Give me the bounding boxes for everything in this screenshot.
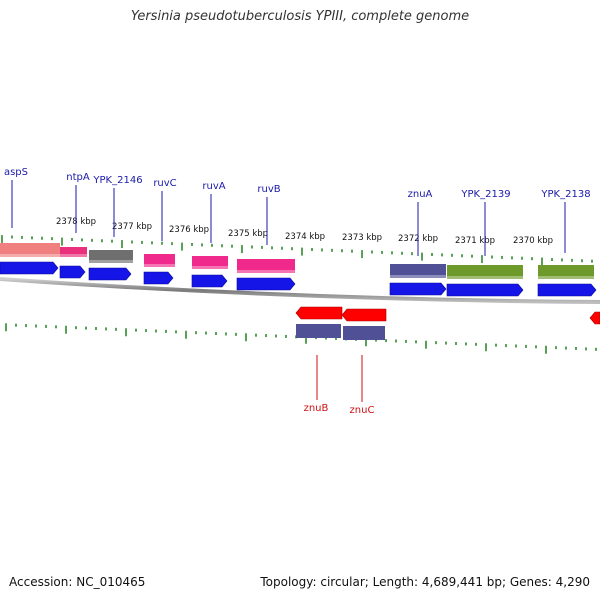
- cds-arrow-reverse: [341, 308, 387, 322]
- gene-label-ntpa: ntpA: [66, 172, 90, 183]
- cds-arrow: [236, 277, 296, 291]
- gene-block: [192, 256, 228, 269]
- gene-block: [538, 265, 594, 279]
- gene-label-znub: znuB: [304, 403, 329, 414]
- gene-label-asps: aspS: [4, 167, 28, 178]
- gene-block-shade: [0, 254, 60, 257]
- gene-label-ypk-2139: YPK_2139: [460, 189, 510, 200]
- cds-arrow: [537, 283, 597, 297]
- cds-arrow: [191, 274, 228, 288]
- scale-label: 2374 kbp: [285, 232, 325, 242]
- scale-label: 2370 kbp: [513, 236, 553, 246]
- scale-label: 2375 kbp: [228, 229, 268, 239]
- cds-arrow: [143, 271, 174, 285]
- gene-block-shade: [390, 275, 446, 278]
- gene-block: [144, 254, 175, 267]
- scale-label: 2373 kbp: [342, 233, 382, 243]
- gene-label-ruva: ruvA: [202, 181, 225, 192]
- gene-block-shade: [60, 254, 87, 257]
- gene-block-shade: [89, 260, 133, 263]
- gene-block-shade: [538, 276, 594, 279]
- cds-arrow-reverse: [295, 306, 343, 320]
- gene-block: [89, 250, 133, 263]
- cds-arrow-reverse: [589, 311, 600, 325]
- gene-label-znuc: znuC: [350, 405, 375, 416]
- gene-block: [296, 324, 341, 338]
- cds-arrow: [59, 265, 86, 279]
- gene-block: [447, 265, 523, 279]
- gene-block: [60, 247, 87, 257]
- cds-arrow: [0, 261, 59, 275]
- gene-block-shade: [237, 270, 295, 273]
- genome-backbone: [0, 277, 600, 304]
- gene-block: [390, 264, 446, 278]
- scale-label: 2376 kbp: [169, 225, 209, 235]
- gene-block: [237, 259, 295, 273]
- gene-block-shade: [192, 266, 228, 269]
- gene-label-ruvb: ruvB: [257, 184, 280, 195]
- backbone-line: [0, 277, 600, 304]
- accession-text: Accession: NC_010465: [9, 575, 146, 589]
- gene-labels: aspS ntpA YPK_2146 ruvC ruvA ruvB znuA YPK_2139…: [4, 167, 591, 416]
- cds-arrow: [88, 267, 132, 281]
- cds-features: [0, 261, 600, 325]
- scale-labels: 2378 kbp 2377 kbp 2376 kbp 2375 kbp 2374 kbp…: [56, 217, 553, 246]
- gene-block-shade: [144, 264, 175, 267]
- gene-label-znua: znuA: [408, 189, 433, 200]
- scale-label: 2371 kbp: [455, 236, 495, 246]
- scale-label: 2377 kbp: [112, 222, 152, 232]
- gene-features: [0, 243, 594, 340]
- tick-marks: [1, 235, 597, 354]
- cds-arrow: [389, 282, 447, 296]
- gene-block: [343, 326, 385, 340]
- map-title: Yersinia pseudotuberculosis YPIII, compl…: [130, 9, 470, 24]
- genome-stats-text: Topology: circular; Length: 4,689,441 bp…: [260, 575, 590, 589]
- gene-block-shade: [447, 276, 523, 279]
- cds-arrow: [446, 283, 524, 297]
- gene-label-ypk-2138: YPK_2138: [540, 189, 590, 200]
- gene-label-ruvc: ruvC: [153, 178, 176, 189]
- gene-label-ypk-2146: YPK_2146: [92, 175, 142, 186]
- gene-block: [0, 243, 60, 257]
